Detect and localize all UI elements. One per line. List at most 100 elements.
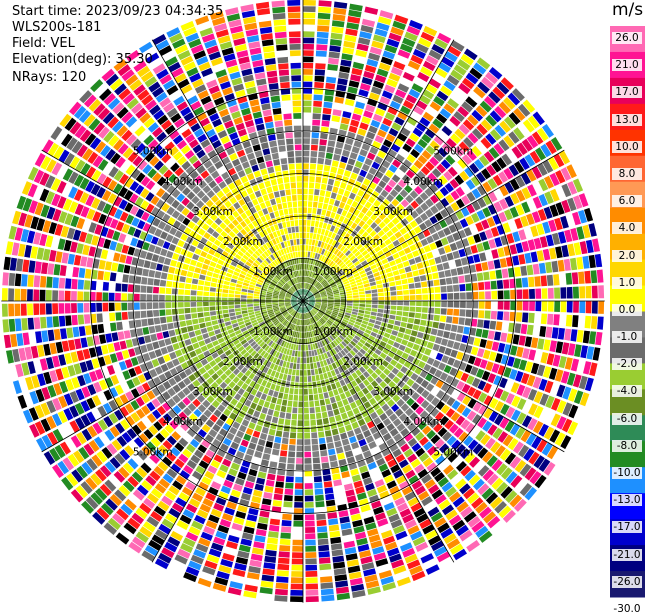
- ray-gate: [408, 318, 414, 324]
- ray-gate: [105, 261, 112, 270]
- ray-gate: [347, 410, 354, 417]
- ray-gate: [179, 315, 185, 321]
- ray-gate: [325, 398, 331, 405]
- ray-gate: [308, 252, 311, 258]
- ray-gate: [300, 376, 304, 382]
- ray-gate: [372, 305, 378, 309]
- ray-gate: [441, 255, 448, 263]
- ray-gate: [346, 184, 353, 191]
- ray-gate: [192, 254, 199, 261]
- ray-gate: [420, 320, 427, 326]
- ray-gate: [275, 405, 281, 412]
- ray-gate: [285, 489, 294, 495]
- ray-gate: [247, 296, 253, 299]
- ray-gate: [390, 335, 397, 341]
- ray-gate: [372, 297, 378, 300]
- ray-gate: [144, 260, 151, 268]
- ray-gate: [77, 291, 83, 301]
- ray-gate: [296, 452, 303, 458]
- ray-gate: [579, 301, 585, 313]
- ray-gate: [115, 283, 121, 291]
- ray-gate: [167, 274, 174, 281]
- ray-gate: [241, 302, 247, 305]
- ray-gate: [332, 403, 338, 410]
- ray-gate: [427, 342, 434, 349]
- ray-gate: [338, 188, 345, 195]
- ray-gate: [285, 419, 291, 425]
- ray-gate: [303, 326, 304, 332]
- ray-gate: [313, 113, 321, 119]
- ray-gate: [424, 267, 431, 274]
- ray-gate: [410, 301, 416, 306]
- ray-gate: [453, 309, 459, 316]
- ray-gate: [328, 449, 336, 456]
- ray-gate: [333, 479, 342, 486]
- ray-gate: [399, 345, 406, 352]
- ray-gate: [408, 278, 415, 284]
- ray-gate: [484, 281, 490, 289]
- ray-gate: [187, 345, 194, 352]
- ray-gate: [389, 260, 396, 266]
- ray-gate: [306, 590, 319, 596]
- ray-gate: [347, 396, 354, 403]
- ray-gate: [34, 275, 41, 287]
- ray-gate: [409, 258, 416, 265]
- ray-gate: [110, 272, 117, 281]
- ray-gate: [554, 288, 560, 299]
- ray-gate: [59, 278, 65, 289]
- ray-gate: [318, 202, 323, 208]
- ray-gate: [349, 193, 356, 200]
- ray-gate: [325, 494, 334, 501]
- ray-gate: [317, 32, 329, 39]
- ray-gate: [303, 145, 310, 151]
- ray-gate: [395, 258, 402, 264]
- ray-gate: [195, 248, 202, 255]
- ray-gate: [292, 414, 297, 420]
- ray-gate: [377, 284, 383, 288]
- ray-gate: [303, 19, 315, 25]
- ray-gate: [147, 310, 153, 317]
- ray-gate: [406, 272, 413, 278]
- ray-gate: [167, 345, 174, 353]
- ray-gate: [399, 268, 406, 274]
- ray-gate: [303, 94, 312, 100]
- ray-gate: [294, 515, 303, 521]
- ray-gate: [267, 435, 274, 442]
- ray-gate: [317, 532, 328, 539]
- ray-gate: [263, 492, 272, 499]
- ray-gate: [391, 265, 398, 271]
- ray-gate: [178, 289, 184, 295]
- ray-gate: [80, 338, 87, 348]
- ray-gate: [311, 138, 318, 144]
- ray-gate: [138, 337, 145, 345]
- ray-gate: [461, 335, 468, 343]
- ray-gate: [191, 313, 197, 318]
- ray-gate: [266, 395, 272, 402]
- ray-gate: [59, 291, 65, 302]
- ray-gate: [543, 339, 550, 350]
- ray-gate: [228, 294, 234, 298]
- ray-gate: [115, 303, 121, 311]
- ray-gate: [72, 267, 79, 277]
- ray-gate: [317, 38, 329, 44]
- ray-gate: [570, 329, 577, 341]
- ray-gate: [318, 152, 325, 158]
- ray-gate: [297, 433, 303, 439]
- ray-gate: [284, 495, 293, 501]
- ray-gate: [97, 313, 103, 322]
- ray-gate: [313, 464, 321, 470]
- ray-gate: [236, 315, 242, 319]
- ray-gate: [54, 264, 61, 275]
- ray-gate: [317, 164, 324, 170]
- ray-gate: [341, 522, 352, 529]
- ray-gate: [116, 273, 123, 282]
- ray-gate: [459, 317, 465, 325]
- ray-gate: [273, 500, 282, 507]
- ray-gate: [103, 303, 109, 312]
- ray-gate: [325, 83, 335, 90]
- ray-gate: [292, 559, 303, 565]
- ray-gate: [214, 329, 221, 335]
- ray-gate: [425, 327, 432, 334]
- ray-gate: [583, 331, 590, 344]
- ray-gate: [160, 280, 166, 287]
